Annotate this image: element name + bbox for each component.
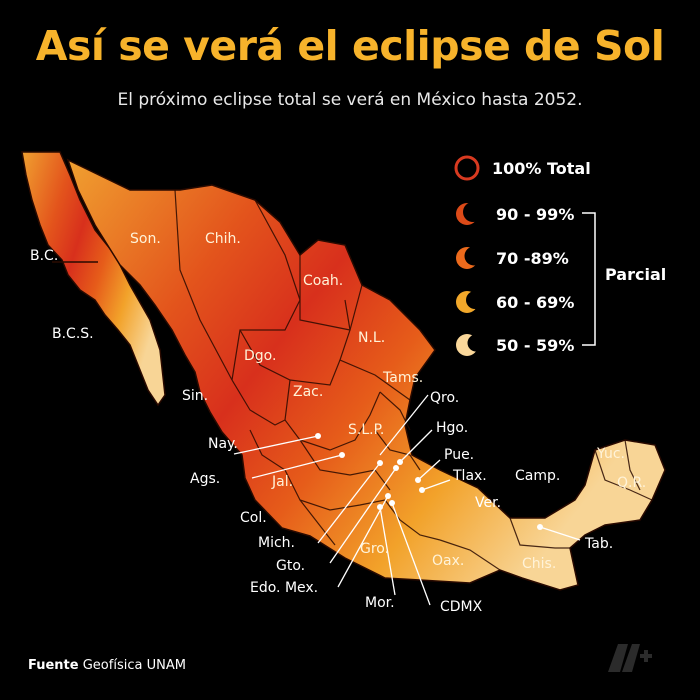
label-zac: Zac. — [293, 384, 323, 400]
label-nay: Nay. — [208, 436, 238, 452]
label-tams: Tams. — [382, 370, 423, 386]
label-edomex: Edo. Mex. — [250, 580, 318, 596]
legend-label-50: 50 - 59% — [496, 336, 574, 355]
state-labels: B.C. B.C.S. Son. Chih. Coah. N.L. Dgo. T… — [30, 231, 646, 615]
legend-label-60: 60 - 69% — [496, 293, 574, 312]
legend-bracket — [582, 212, 596, 346]
source-credit: Fuente Geofísica UNAM — [28, 658, 186, 673]
source-label: Fuente — [28, 658, 79, 673]
label-son: Son. — [130, 231, 161, 247]
crescent-icon — [456, 202, 483, 225]
region-baja-california — [21, 151, 166, 407]
legend-label-total: 100% Total — [492, 159, 591, 178]
legend-label-90: 90 - 99% — [496, 205, 574, 224]
label-chih: Chih. — [205, 231, 241, 247]
label-camp: Camp. — [515, 468, 560, 484]
label-pue: Pue. — [444, 447, 474, 463]
crescent-icon — [456, 246, 484, 269]
full-ring-icon — [454, 155, 480, 181]
label-gro: Gro. — [360, 541, 389, 557]
source-text: Geofísica UNAM — [82, 658, 186, 673]
label-oax: Oax. — [432, 553, 464, 569]
leader-dots — [315, 433, 543, 530]
page-title: Así se verá el eclipse de Sol — [35, 22, 665, 70]
label-ver: Ver. — [475, 495, 501, 511]
label-hgo: Hgo. — [436, 420, 468, 436]
label-col: Col. — [240, 510, 267, 526]
legend: 100% Total 90 - 99% 70 -89% 60 - 69% 50 … — [454, 155, 666, 356]
label-jal: Jal. — [271, 474, 293, 490]
legend-label-70: 70 -89% — [496, 249, 569, 268]
label-bc: B.C. — [30, 248, 58, 264]
label-mor: Mor. — [365, 595, 395, 611]
label-nl: N.L. — [358, 330, 385, 346]
label-coah: Coah. — [303, 273, 343, 289]
state-borders — [174, 189, 653, 571]
label-qro: Qro. — [430, 390, 459, 406]
label-mich: Mich. — [258, 535, 295, 551]
broadcaster-logo-icon — [608, 644, 652, 672]
label-dgo: Dgo. — [244, 348, 276, 364]
legend-group-label: Parcial — [605, 265, 666, 284]
label-tab: Tab. — [584, 536, 613, 552]
crescent-icon — [456, 334, 485, 356]
leader-lines — [233, 394, 581, 606]
label-chis: Chis. — [522, 556, 556, 572]
label-bcs: B.C.S. — [52, 326, 94, 342]
label-tlax: Tlax. — [452, 468, 487, 484]
label-slp: S.L.P. — [348, 422, 384, 438]
label-sin: Sin. — [182, 388, 208, 404]
page-subtitle: El próximo eclipse total se verá en Méxi… — [117, 90, 583, 110]
label-ags: Ags. — [190, 471, 220, 487]
label-qr: Q.R. — [617, 475, 646, 491]
label-cdmx: CDMX — [440, 599, 483, 615]
label-gto: Gto. — [276, 558, 305, 574]
crescent-icon — [456, 291, 484, 313]
label-yuc: Yuc. — [596, 446, 625, 462]
region-mainland — [66, 158, 666, 591]
